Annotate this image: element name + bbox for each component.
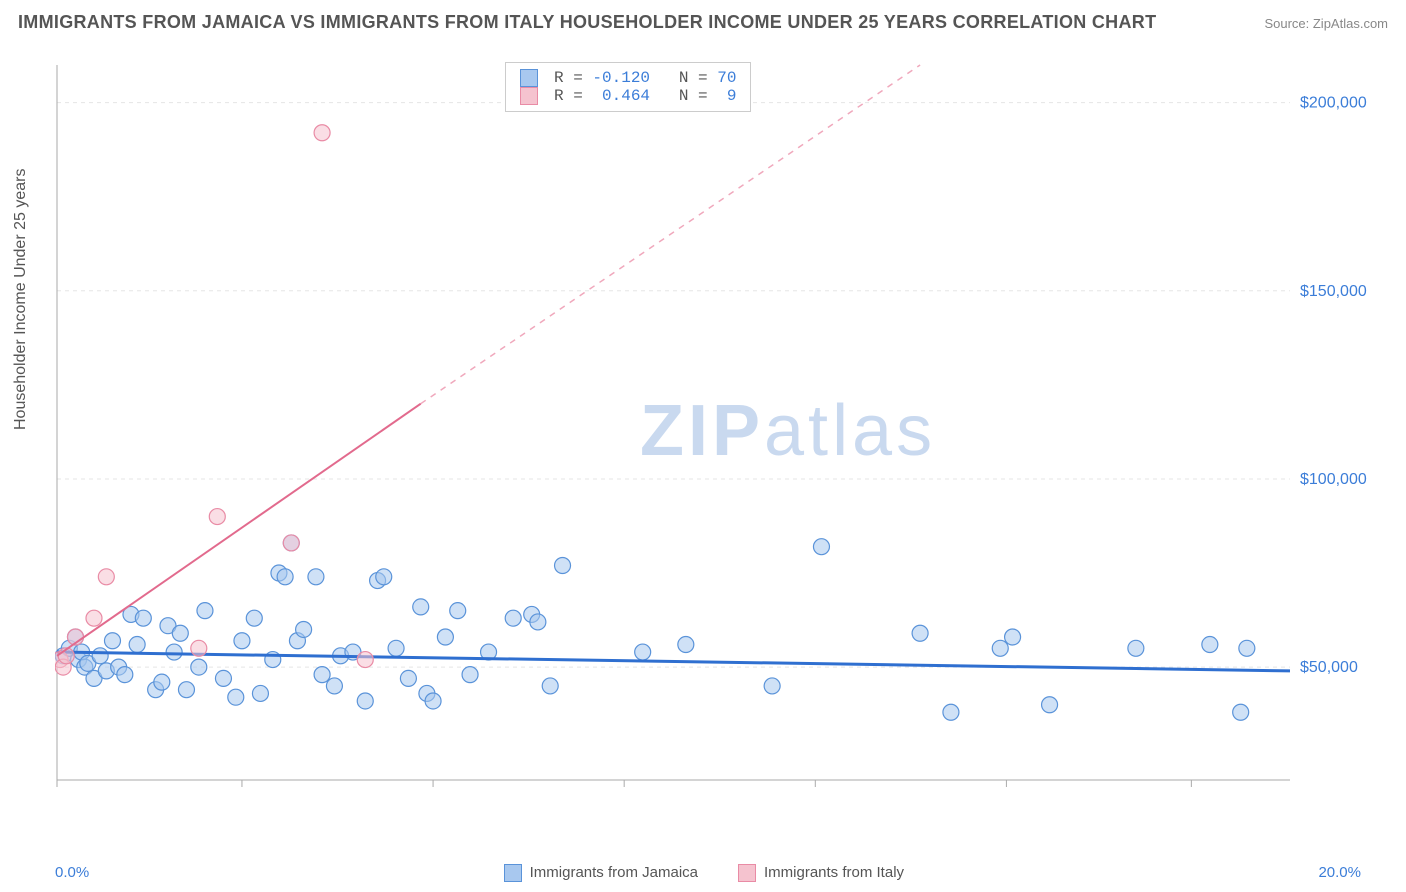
title-bar: IMMIGRANTS FROM JAMAICA VS IMMIGRANTS FR… <box>18 12 1388 33</box>
legend-label: Immigrants from Italy <box>764 864 904 881</box>
stats-legend-row: R = -0.120 N = 70 <box>520 69 736 87</box>
svg-text:$150,000: $150,000 <box>1300 283 1367 300</box>
x-axis-legend-bar: 0.0% Immigrants from JamaicaImmigrants f… <box>0 864 1406 882</box>
stats-legend: R = -0.120 N = 70R = 0.464 N = 9 <box>505 62 751 112</box>
legend-label: Immigrants from Jamaica <box>530 864 698 881</box>
legend-swatch <box>520 69 538 87</box>
y-axis-label: Householder Income Under 25 years <box>12 169 30 430</box>
scatter-chart: $50,000 $100,000 $150,000 $200,000 <box>55 60 1375 800</box>
legend-item: Immigrants from Italy <box>738 864 904 882</box>
legend-swatch <box>504 864 522 882</box>
series-legend: Immigrants from Jamaica Immigrants from I… <box>504 864 904 882</box>
legend-swatch <box>520 87 538 105</box>
svg-text:$200,000: $200,000 <box>1300 95 1367 112</box>
legend-swatch <box>738 864 756 882</box>
svg-text:$100,000: $100,000 <box>1300 471 1367 488</box>
svg-text:$50,000: $50,000 <box>1300 659 1358 676</box>
stats-legend-row: R = 0.464 N = 9 <box>520 87 736 105</box>
chart-title: IMMIGRANTS FROM JAMAICA VS IMMIGRANTS FR… <box>18 12 1156 33</box>
legend-item: Immigrants from Jamaica <box>504 864 698 882</box>
source-attribution: Source: ZipAtlas.com <box>1264 16 1388 31</box>
x-max-label: 20.0% <box>1318 864 1361 881</box>
x-min-label: 0.0% <box>55 864 89 881</box>
